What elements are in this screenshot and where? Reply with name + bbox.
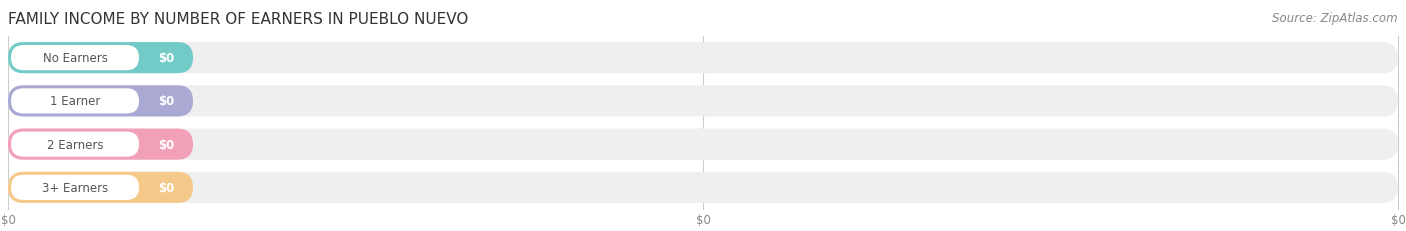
Text: $0: $0 <box>157 52 174 65</box>
Text: 3+ Earners: 3+ Earners <box>42 181 108 194</box>
FancyBboxPatch shape <box>11 132 139 157</box>
FancyBboxPatch shape <box>8 86 193 117</box>
FancyBboxPatch shape <box>8 43 1398 74</box>
Text: $0: $0 <box>157 95 174 108</box>
Text: $0: $0 <box>157 138 174 151</box>
FancyBboxPatch shape <box>8 86 1398 117</box>
FancyBboxPatch shape <box>11 175 139 200</box>
FancyBboxPatch shape <box>11 89 139 114</box>
Text: FAMILY INCOME BY NUMBER OF EARNERS IN PUEBLO NUEVO: FAMILY INCOME BY NUMBER OF EARNERS IN PU… <box>8 12 468 27</box>
Text: 1 Earner: 1 Earner <box>49 95 100 108</box>
FancyBboxPatch shape <box>8 172 1398 203</box>
FancyBboxPatch shape <box>8 172 193 203</box>
FancyBboxPatch shape <box>8 129 1398 160</box>
Text: 2 Earners: 2 Earners <box>46 138 103 151</box>
Text: Source: ZipAtlas.com: Source: ZipAtlas.com <box>1272 12 1398 25</box>
Text: No Earners: No Earners <box>42 52 107 65</box>
FancyBboxPatch shape <box>8 43 193 74</box>
Text: $0: $0 <box>696 213 710 226</box>
FancyBboxPatch shape <box>11 46 139 71</box>
Text: $0: $0 <box>1391 213 1406 226</box>
FancyBboxPatch shape <box>8 129 193 160</box>
Text: $0: $0 <box>157 181 174 194</box>
Text: $0: $0 <box>0 213 15 226</box>
